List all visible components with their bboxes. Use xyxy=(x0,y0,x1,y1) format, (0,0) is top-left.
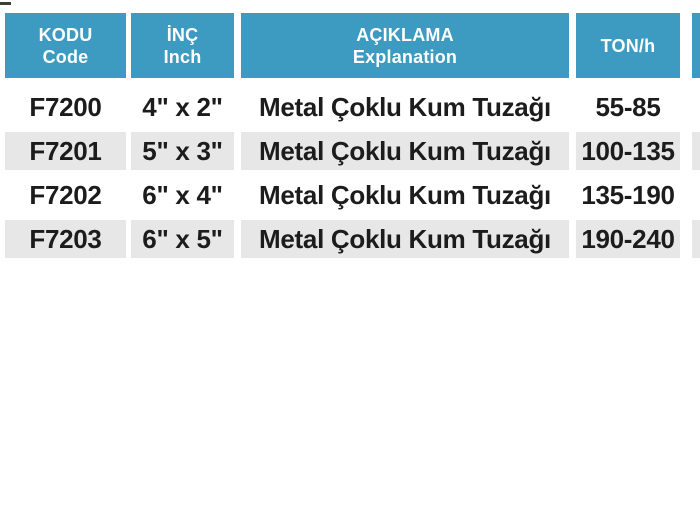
header-inch-english: Inch xyxy=(163,46,202,67)
row-explanation: Metal Çoklu Kum Tuzağı xyxy=(259,179,551,210)
row-ton-per-h: 55-85 xyxy=(595,91,661,122)
header-cell-cropped-column xyxy=(692,13,700,78)
row-code: F7203 xyxy=(5,220,126,258)
header-ton-label: TON/h xyxy=(600,35,656,56)
header-cell-explanation: AÇIKLAMA Explanation xyxy=(241,13,569,78)
row-inch: 4" x 2" xyxy=(142,91,223,122)
product-spec-table: KODU Code İNÇ Inch AÇIKLAMA Explanation … xyxy=(0,0,700,258)
header-kodu-english: Code xyxy=(42,46,89,67)
header-cell-ton-per-h: TON/h xyxy=(576,13,680,78)
row-cropped-cell xyxy=(692,132,700,170)
row-explanation: Metal Çoklu Kum Tuzağı xyxy=(241,132,569,170)
header-explanation-turkish: AÇIKLAMA xyxy=(356,24,454,45)
row-cropped-cell xyxy=(692,88,700,126)
row-code: F7200 xyxy=(29,91,102,122)
header-explanation-english: Explanation xyxy=(352,46,458,67)
row-ton-per-h: 135-190 xyxy=(581,179,675,210)
row-cropped-cell xyxy=(692,220,700,258)
row-inch: 6" x 4" xyxy=(142,179,223,210)
header-cell-inch: İNÇ Inch xyxy=(131,13,234,78)
header-cell-kodu: KODU Code xyxy=(5,13,126,78)
row-inch: 5" x 3" xyxy=(131,132,234,170)
row-inch: 6" x 5" xyxy=(131,220,234,258)
row-explanation: Metal Çoklu Kum Tuzağı xyxy=(241,220,569,258)
row-ton-per-h: 190-240 xyxy=(576,220,680,258)
row-code: F7202 xyxy=(29,179,102,210)
header-inch-turkish: İNÇ xyxy=(166,24,199,45)
row-explanation: Metal Çoklu Kum Tuzağı xyxy=(259,91,551,122)
row-code: F7201 xyxy=(5,132,126,170)
header-kodu-turkish: KODU xyxy=(38,24,93,45)
scan-artifact xyxy=(0,2,11,5)
row-cropped-cell xyxy=(692,176,700,214)
row-ton-per-h: 100-135 xyxy=(576,132,680,170)
